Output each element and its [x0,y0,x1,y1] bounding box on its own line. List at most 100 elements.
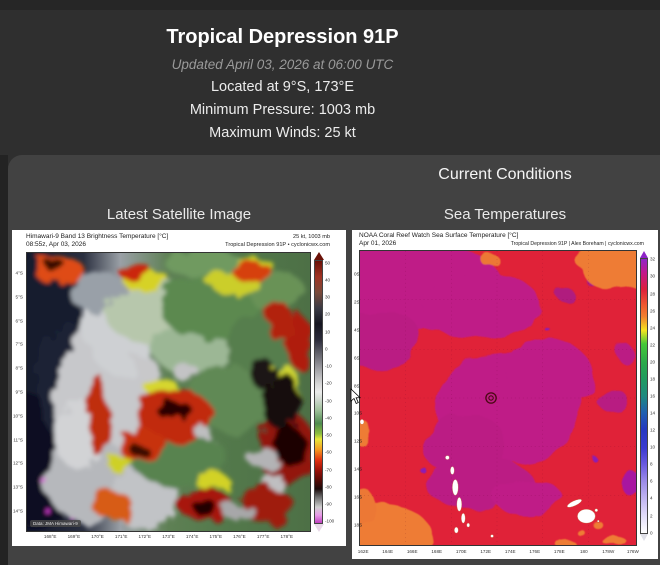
axis-tick: -20 [325,380,332,386]
axis-tick: 0S [354,271,360,277]
axis-tick: 6 [650,478,653,484]
axis-tick: 8 [650,461,653,467]
axis-tick: 168E [431,549,443,554]
sst-credit: Tropical Depression 91P | Alex Boreham |… [510,241,644,247]
axis-tick: -100 [325,518,335,524]
axis-tick: -10 [325,363,332,369]
sst-colorbar [640,258,648,534]
axis-tick: 18 [650,376,656,382]
axis-tick: 6°S [15,318,23,324]
axis-tick: 26 [650,308,656,314]
storm-winds: Maximum Winds: 25 kt [209,125,356,141]
satellite-credit: Tropical Depression 91P • cyclonicwx.com [225,242,330,248]
axis-tick: 164E [382,549,394,554]
sst-y-axis: 0S 2S 4S 6S 8S 10S 12S 14S 16S 18S [354,250,366,546]
axis-tick: -30 [325,398,332,404]
axis-tick: 32 [650,256,656,262]
axis-tick: 170E [455,549,467,554]
satellite-colorbar-bottom-arrow [314,524,324,532]
axis-tick: -40 [325,415,332,421]
axis-tick: 40 [325,277,331,283]
sst-colorbar-ticks: 32 30 28 26 24 22 20 18 16 14 12 10 8 6 4 2 0 [650,256,660,536]
axis-tick: 170°E [91,534,104,539]
axis-tick: 169°E [67,534,81,539]
satellite-product-header: Himawari-9 Band 13 Brightness Temperatur… [26,233,168,249]
axis-tick: 12°S [12,460,23,466]
axis-tick: 176W [626,549,639,554]
axis-tick: 176°E [233,534,246,539]
satellite-credit-header: 25 kt, 1003 mb Tropical Depression 91P •… [225,233,330,249]
axis-tick: 50 [325,260,331,266]
axis-tick: -50 [325,432,332,438]
satellite-y-axis: 4°S 5°S 6°S 7°S 8°S 9°S 10°S 11°S 12°S 13°S 14°S [12,252,25,532]
axis-tick: 5°S [15,294,23,300]
axis-tick: 173°E [162,534,175,539]
axis-tick: 12S [354,438,363,444]
axis-tick: 14 [650,410,656,416]
axis-tick: 4S [354,327,360,333]
axis-tick: 10 [325,329,331,335]
axis-tick: 172E [480,549,492,554]
sst-colorbar-bottom-arrow [640,534,648,541]
axis-tick: 28 [650,291,656,297]
axis-tick: 0 [325,346,328,352]
islands [360,419,600,538]
satellite-product-label: Himawari-9 Band 13 Brightness Temperatur… [26,233,169,240]
axis-tick: 11°S [13,437,23,443]
axis-tick: -80 [325,484,332,490]
axis-tick: 14S [354,466,363,472]
axis-tick: 30 [325,294,331,300]
satellite-colorbar-top-arrow [314,252,324,260]
axis-tick: -90 [325,501,332,507]
sst-colorbar-top-arrow [640,251,648,258]
axis-tick: 20 [650,359,656,365]
axis-tick: 7°S [15,341,23,347]
axis-tick: 12 [650,427,656,433]
axis-tick: 8°S [15,365,23,371]
axis-tick: 14°S [12,508,23,514]
mouse-cursor [350,388,361,405]
storm-pressure: Minimum Pressure: 1003 mb [189,102,376,118]
axis-tick: 178°E [280,534,294,539]
sst-product-header: NOAA Coral Reef Watch Sea Surface Temper… [359,232,518,248]
axis-tick: 22 [650,342,656,348]
top-strip [0,0,660,10]
axis-tick: 16S [354,494,363,500]
axis-tick: 176E [529,549,541,554]
axis-tick: 174E [504,549,516,554]
sst-x-axis: 162E 164E 166E 168E 170E 172E 174E 176E 178E 180 1… [358,548,639,556]
left-gutter [0,155,8,565]
sst-product-label: NOAA Coral Reef Watch Sea Surface Temper… [359,232,519,239]
axis-tick: 30 [650,273,656,279]
axis-tick: 8S [354,383,360,388]
axis-tick: 178W [602,549,615,554]
axis-tick: 24 [650,325,656,331]
axis-tick: 10S [354,410,363,416]
storm-updated: Updated April 03, 2026 at 06:00 UTC [171,57,394,72]
satellite-ir-image [27,253,310,531]
axis-tick: 2 [650,513,653,519]
axis-tick: 168°E [43,534,57,539]
satellite-timestamp: 08:55z, Apr 03, 2026 [26,241,86,248]
axis-tick: 6S [354,355,360,361]
axis-tick: 16 [650,393,656,399]
axis-tick: 171°E [114,534,128,539]
axis-tick: 172°E [138,534,152,539]
axis-tick: 175°E [209,534,223,539]
axis-tick: -70 [325,467,332,473]
satellite-intensity: 25 kt, 1003 mb [292,234,330,240]
satellite-watermark: Data: JMA Himawari-9 [30,520,81,527]
axis-tick: 18S [354,522,363,528]
storm-location: Located at 9°S, 173°E [210,79,354,95]
axis-tick: 10 [650,444,656,450]
axis-tick: 4 [650,495,653,501]
axis-tick: 2S [354,299,360,305]
satellite-colorbar-ticks: 50 40 30 20 10 0 -10 -20 -30 -40 -50 -60 -70 -80 -90 -1… [325,260,345,524]
axis-tick: 174°E [185,534,199,539]
axis-tick: 0 [650,530,653,536]
section-title: Current Conditions [438,166,572,183]
axis-tick: 177°E [256,534,270,539]
storm-title: Tropical Depression 91P [166,26,399,48]
sst-date: Apr 01, 2026 [359,240,397,247]
satellite-x-axis: 168°E 169°E 170°E 171°E 172°E 173°E 174°E 175°E… [26,533,311,541]
